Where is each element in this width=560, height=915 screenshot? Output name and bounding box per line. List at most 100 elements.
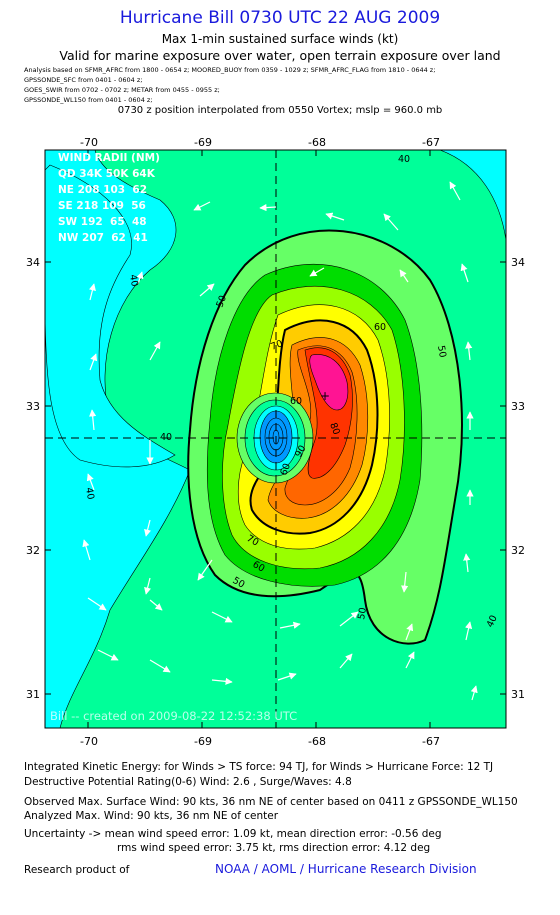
contour-label: 40 [485, 614, 500, 630]
wind-vector [86, 473, 95, 491]
max-wind-marker: + [320, 389, 330, 403]
wind-band-below-40 [45, 164, 176, 468]
ike-line: Integrated Kinetic Energy: for Winds > T… [24, 761, 494, 773]
wind-radii-row: SE 218 109 56 [58, 200, 146, 212]
lat-tick-label: 31 [511, 688, 525, 701]
contour-label: 50 [356, 607, 369, 621]
wind-vector [87, 597, 107, 611]
wind-vector [465, 621, 473, 641]
wind-radii-row: NW 207 62 41 [58, 232, 148, 244]
lon-tick-label: -68 [308, 735, 326, 748]
contour-label: 40 [398, 154, 410, 165]
uncertainty-line: rms wind speed error: 3.75 kt, rms direc… [117, 842, 431, 854]
lat-tick-label: 32 [511, 544, 525, 557]
lon-tick-label: -70 [80, 735, 98, 748]
wind-vector [193, 201, 211, 211]
research-label: Research product of [24, 864, 130, 876]
axis-ticks [45, 150, 506, 728]
contour-label: 60 [278, 462, 292, 477]
wind-vector [401, 571, 409, 593]
max-wind-core [309, 354, 349, 411]
contour-label: 40 [127, 274, 140, 288]
uncertainty-line: Uncertainty -> mean wind speed error: 1.… [24, 828, 442, 840]
wind-radii-row: SW 192 65 48 [58, 216, 147, 228]
wind-vector [339, 653, 353, 669]
wind-radii-heading: WIND RADII (NM) [58, 152, 160, 164]
wind-vector [149, 599, 163, 611]
contour-label: 70 [269, 338, 284, 352]
contour-label: 60 [290, 396, 302, 407]
lon-tick-label: -69 [194, 136, 212, 149]
creation-watermark: Bill -- created on 2009-08-22 12:52:38 U… [50, 709, 298, 723]
wind-vector [82, 539, 91, 561]
map-title: Hurricane Bill 0730 UTC 22 AUG 2009 [119, 8, 441, 28]
wind-vector [197, 559, 213, 581]
source-line: GOES_SWIR from 0702 - 0702 z; METAR from… [24, 86, 220, 94]
wind-vector [277, 672, 297, 681]
wind-vector [279, 621, 301, 629]
contour-label: 60 [251, 559, 267, 575]
wind-vector [211, 677, 233, 685]
contour-label: 40 [83, 487, 96, 501]
lat-tick-label: 34 [26, 256, 40, 269]
wind-vector [89, 409, 97, 431]
wind-radii-table: WIND RADII (NM) QD 34K 50K 64K NE 208 10… [58, 150, 160, 246]
wind-vector [88, 283, 96, 301]
wind-vector [89, 353, 98, 371]
wind-vector [339, 611, 359, 627]
wind-vector [199, 283, 215, 297]
map-frame [44, 149, 507, 729]
contour-label: 40 [160, 432, 172, 443]
lon-tick-label: -69 [194, 735, 212, 748]
wind-vector [149, 341, 161, 361]
wind-vector [259, 204, 277, 212]
observed-max-line: Observed Max. Surface Wind: 90 kts, 36 n… [24, 796, 518, 808]
contour-label: 50 [435, 345, 448, 359]
lon-tick-label: -70 [80, 136, 98, 149]
wind-vector [460, 263, 469, 283]
wind-vector [449, 181, 461, 201]
source-line: GPSSONDE_WL150 from 0401 - 0604 z; [24, 96, 153, 104]
contour-label: 60 [374, 322, 386, 333]
lon-tick-label: -67 [422, 735, 440, 748]
wind-vector [309, 267, 325, 277]
interpolation-note: 0730 z position interpolated from 0550 V… [117, 105, 443, 116]
wind-vector [405, 623, 414, 641]
wind-vector [405, 651, 415, 669]
lat-tick-label: 34 [511, 256, 525, 269]
wind-vector [144, 577, 152, 595]
wind-vector [149, 659, 171, 673]
dpr-line: Destructive Potential Rating(0-6) Wind: … [24, 776, 352, 788]
wind-radii-row: NE 208 103 62 [58, 184, 148, 196]
analyzed-max-line: Analyzed Max. Wind: 90 kts, 36 nm NE of … [24, 810, 279, 822]
contour-label: 90 [293, 444, 309, 460]
contour-label: 50 [231, 575, 247, 591]
wind-vector [470, 685, 478, 701]
lon-tick-label: -67 [422, 136, 440, 149]
map-subtitle: Max 1-min sustained surface winds (kt) [161, 32, 399, 46]
wind-vector [463, 553, 471, 573]
source-line: Analysis based on SFMR_AFRC from 1800 - … [24, 66, 436, 74]
wind-vector [383, 213, 399, 231]
lat-tick-label: 33 [511, 400, 525, 413]
contour-labels: 40 40 40 40 40 50 50 50 50 60 60 60 60 7… [83, 154, 500, 629]
contour-label: 50 [214, 294, 228, 309]
wind-vector [136, 271, 144, 285]
valid-note: Valid for marine exposure over water, op… [59, 48, 501, 63]
wind-radii-columns: QD 34K 50K 64K [58, 168, 155, 180]
lat-tick-label: 32 [26, 544, 40, 557]
source-line: GPSSONDE_SFC from 0401 - 0604 z; [24, 76, 143, 84]
organization-credit: NOAA / AOML / Hurricane Research Divisio… [215, 862, 477, 876]
lon-tick-label: -68 [308, 136, 326, 149]
lat-tick-label: 31 [26, 688, 40, 701]
contour-label: 70 [245, 533, 261, 549]
contour-label: 80 [327, 421, 341, 436]
wind-vector [211, 611, 233, 623]
wind-vectors [82, 181, 478, 701]
wind-vector [399, 269, 409, 283]
wind-vector [144, 519, 152, 537]
wind-vector [465, 341, 473, 361]
wind-vector [325, 212, 345, 221]
wind-vector [97, 649, 119, 661]
